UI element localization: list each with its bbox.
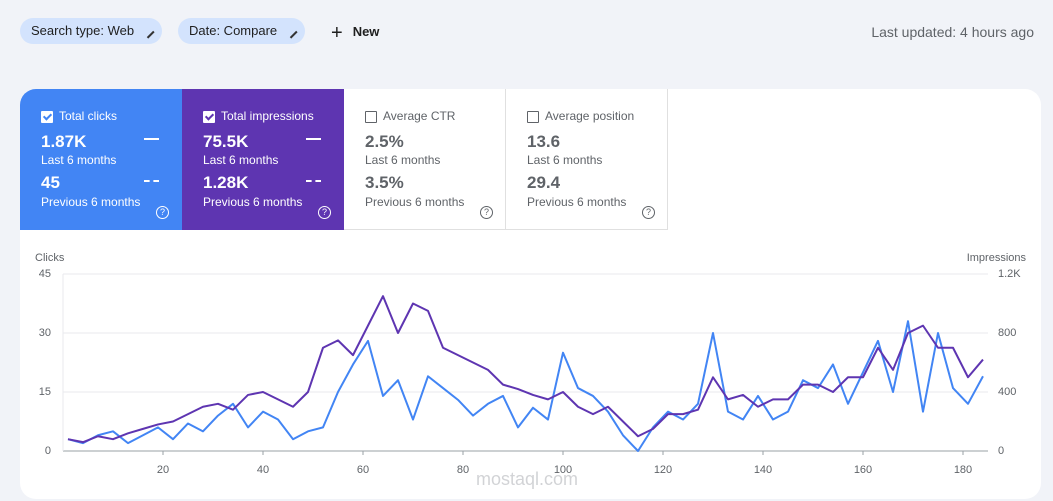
x-tick-label: 60: [357, 464, 369, 476]
new-button[interactable]: + New: [331, 22, 380, 44]
series-line: [67, 320, 984, 452]
x-tick-label: 160: [854, 464, 872, 476]
series-line: [67, 295, 984, 444]
y2-axis-title: Impressions: [967, 252, 1027, 264]
help-icon: ?: [642, 206, 655, 219]
line-key: [144, 138, 159, 140]
metric-value: 2.5%: [365, 132, 404, 151]
metric-previous-value: 29.4: [527, 173, 561, 192]
line-key: [306, 138, 321, 140]
y-tick-label: 0: [45, 445, 51, 457]
metric-tile[interactable]: Average CTR 2.5% Last 6 months 3.5% Previous…: [344, 89, 506, 230]
y2-tick-label: 1.2K: [998, 268, 1021, 280]
x-tick-label: 20: [157, 464, 169, 476]
metric-label: Total clicks: [59, 109, 118, 123]
filter-chip[interactable]: Date: Compare: [178, 18, 306, 44]
y2-tick-label: 800: [998, 327, 1016, 339]
y2-tick-label: 0: [998, 445, 1004, 457]
metric-previous-value: 3.5%: [365, 173, 404, 192]
checkbox: [41, 111, 53, 123]
metric-period: Last 6 months: [527, 153, 603, 167]
y2-tick-label: 400: [998, 386, 1016, 398]
metric-previous-value: 1.28K: [203, 173, 249, 192]
metric-period: Last 6 months: [365, 153, 441, 167]
x-tick-label: 80: [457, 464, 469, 476]
x-tick-label: 100: [554, 464, 572, 476]
metric-previous-period: Previous 6 months: [365, 195, 465, 209]
metric-value: 13.6: [527, 132, 561, 151]
watermark: mostaql.com: [476, 469, 578, 489]
x-tick-label: 140: [754, 464, 772, 476]
y-tick-label: 45: [39, 268, 51, 280]
checkbox: [203, 111, 215, 123]
line-key-dashed: [144, 180, 159, 182]
filter-chip[interactable]: Search type: Web: [20, 18, 163, 44]
last-updated: Last updated: 4 hours ago: [871, 24, 1034, 40]
metric-previous-period: Previous 6 months: [527, 195, 627, 209]
metric-tile[interactable]: Total clicks 1.87K Last 6 months 45 Previous…: [20, 89, 182, 230]
metric-previous-period: Previous 6 months: [41, 195, 141, 209]
metric-tile[interactable]: Average position 13.6 Last 6 months 29.4 Pre…: [506, 89, 668, 230]
checkbox: [527, 111, 539, 123]
checkbox: [365, 111, 377, 123]
metric-tile[interactable]: Total impressions 75.5K Last 6 months 1.28K…: [182, 89, 344, 230]
metric-period: Last 6 months: [203, 153, 279, 167]
line-key-dashed: [306, 180, 321, 182]
y-tick-label: 30: [39, 327, 51, 339]
help-icon: ?: [156, 206, 169, 219]
metric-label: Average position: [545, 109, 635, 123]
metric-label: Average CTR: [383, 109, 456, 123]
help-icon: ?: [318, 206, 331, 219]
metric-value: 1.87K: [41, 132, 87, 151]
metric-period: Last 6 months: [41, 153, 117, 167]
x-tick-label: 120: [654, 464, 672, 476]
performance-card: Total clicks 1.87K Last 6 months 45 Previous…: [20, 89, 1041, 499]
metric-label: Total impressions: [221, 109, 314, 123]
metric-previous-period: Previous 6 months: [203, 195, 303, 209]
x-tick-label: 40: [257, 464, 269, 476]
y-axis-title: Clicks: [35, 252, 65, 264]
x-tick-label: 180: [954, 464, 972, 476]
metric-previous-value: 45: [41, 173, 60, 192]
y-tick-label: 15: [39, 386, 51, 398]
new-label: New: [352, 24, 380, 39]
help-icon: ?: [480, 206, 493, 219]
metric-value: 75.5K: [203, 132, 249, 151]
